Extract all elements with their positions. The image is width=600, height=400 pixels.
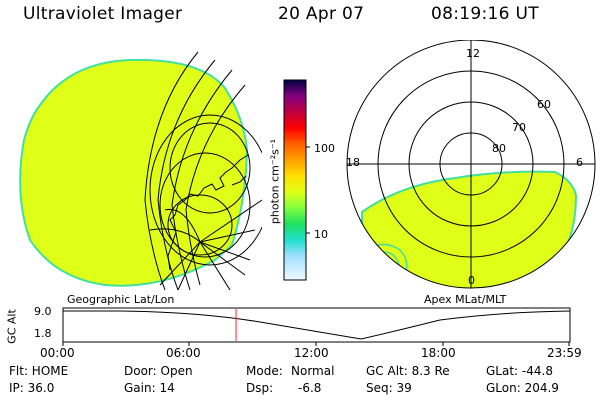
time-tick-1800: 18:00 — [421, 346, 456, 360]
colorbar-unit-label: photon cm⁻²s⁻¹ — [268, 138, 282, 225]
colorbar-tick-100: 100 — [314, 142, 335, 155]
gc-alt-text: GC Alt: 8.3 Re — [366, 364, 450, 378]
mlat-label-60: 60 — [537, 98, 551, 111]
time-tick-2359: 23:59 — [547, 346, 582, 360]
flight-mode-text: Flt: HOME — [9, 364, 69, 378]
geographic-uv-image — [19, 58, 249, 287]
right-panel-caption: Apex MLat/MLT — [424, 293, 507, 306]
polar-uv-image — [361, 170, 578, 288]
mlt-label-12: 12 — [466, 47, 480, 60]
altitude-plot — [62, 307, 571, 346]
mode-value: Normal — [291, 364, 335, 378]
time-tick-1200: 12:00 — [294, 346, 329, 360]
ip-text: IP: 36.0 — [9, 381, 55, 395]
altitude-ytick-1.8: 1.8 — [34, 327, 52, 340]
colorbar — [283, 79, 310, 281]
lat-lon-grid — [144, 51, 262, 291]
polar-grid — [346, 40, 596, 289]
time-tick-0600: 06:00 — [166, 346, 201, 360]
mlat-label-80: 80 — [492, 142, 506, 155]
altitude-curve — [63, 310, 571, 340]
seq-text: Seq: 39 — [366, 381, 412, 395]
dsp-value: -6.8 — [298, 381, 322, 395]
mlt-label-0: 0 — [468, 274, 475, 287]
date-label: 20 Apr 07 — [278, 4, 365, 24]
time-label: 08:19:16 UT — [431, 4, 539, 24]
time-tick-0000: 00:00 — [40, 346, 75, 360]
glat-text: GLat: -44.8 — [486, 364, 553, 378]
coastline — [167, 154, 249, 271]
mode-label: Mode: — [246, 364, 283, 378]
mlt-label-18: 18 — [346, 156, 360, 169]
left-panel-caption: Geographic Lat/Lon — [67, 293, 175, 306]
instrument-title: Ultraviolet Imager — [23, 4, 183, 24]
glon-text: GLon: 204.9 — [486, 381, 559, 395]
colorbar-tick-10: 10 — [314, 228, 328, 241]
door-status-text: Door: Open — [124, 364, 193, 378]
gain-text: Gain: 14 — [124, 381, 175, 395]
mlat-label-70: 70 — [512, 121, 526, 134]
dsp-label: Dsp: — [246, 381, 274, 395]
mlt-label-6: 6 — [576, 156, 583, 169]
altitude-ytick-9: 9.0 — [34, 305, 52, 318]
polar-mlt-panel — [346, 40, 596, 289]
